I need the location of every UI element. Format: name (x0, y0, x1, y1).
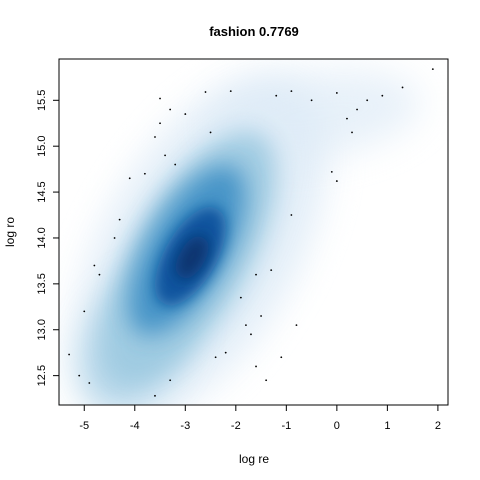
outlier-point (290, 90, 293, 93)
x-tick-label: -1 (281, 420, 291, 432)
outlier-point (280, 356, 283, 359)
y-tick-label: 15.0 (36, 135, 48, 156)
outlier-point (113, 237, 116, 239)
outlier-point (335, 180, 338, 182)
y-axis-label: log ro (3, 217, 17, 247)
outlier-point (88, 382, 91, 384)
x-tick-label: -5 (79, 420, 89, 432)
outlier-point (335, 92, 338, 94)
x-tick-label: 1 (384, 420, 390, 432)
x-axis-label: log re (239, 452, 269, 466)
outlier-point (275, 94, 278, 97)
outlier-point (93, 264, 96, 267)
outlier-point (295, 324, 298, 327)
x-tick-label: 0 (334, 420, 340, 432)
outlier-point (204, 91, 207, 93)
outlier-point (255, 273, 257, 276)
outlier-point (351, 131, 353, 134)
outlier-point (98, 273, 101, 276)
outlier-point (78, 374, 81, 377)
outlier-points (68, 68, 434, 397)
outlier-point (224, 351, 227, 354)
outlier-point (366, 99, 369, 102)
outlier-point (401, 86, 404, 89)
y-tick-label: 14.0 (36, 227, 48, 248)
outlier-point (154, 136, 156, 138)
outlier-point (245, 324, 247, 327)
outlier-point (169, 108, 172, 111)
outlier-point (431, 68, 434, 70)
x-tick-label: 2 (435, 420, 441, 432)
outlier-point (164, 154, 166, 157)
y-tick-label: 14.5 (36, 181, 48, 202)
y-tick-label: 15.5 (36, 90, 48, 111)
outlier-point (255, 365, 257, 368)
x-tick-label: -4 (130, 420, 140, 432)
outlier-point (330, 170, 333, 173)
x-axis: -5 -4 -3 -2 -1 0 1 2 (79, 404, 441, 432)
outlier-point (229, 90, 232, 93)
outlier-point (265, 379, 268, 382)
outlier-point (143, 172, 146, 175)
chart-title: fashion 0.7769 (209, 24, 299, 39)
density-peak (175, 235, 209, 280)
outlier-point (174, 163, 177, 166)
y-tick-label: 12.5 (36, 365, 48, 386)
outlier-point (159, 122, 161, 125)
outlier-point (356, 108, 358, 111)
outlier-point (260, 315, 262, 317)
outlier-point (159, 97, 161, 100)
outlier-point (346, 117, 348, 120)
density-tail-upper (212, 69, 421, 159)
outlier-point (250, 333, 252, 336)
outlier-point (184, 113, 187, 115)
outlier-point (128, 177, 131, 180)
outlier-point (209, 131, 212, 134)
outlier-point (169, 379, 172, 382)
outlier-point (239, 296, 242, 299)
density-cloud (75, 69, 421, 405)
x-tick-label: -2 (231, 420, 241, 432)
outlier-point (381, 94, 384, 97)
outlier-point (214, 356, 217, 359)
outlier-point (83, 310, 86, 313)
outlier-point (270, 269, 273, 271)
outlier-point (68, 353, 71, 356)
y-tick-label: 13.0 (36, 319, 48, 340)
outlier-point (154, 394, 156, 397)
outlier-point (310, 99, 313, 102)
y-tick-label: 13.5 (36, 273, 48, 294)
y-axis: 12.5 13.0 13.5 14.0 14.5 15.0 15.5 (36, 90, 60, 386)
x-tick-label: -3 (180, 420, 190, 432)
outlier-point (290, 214, 293, 216)
outlier-point (118, 218, 121, 221)
